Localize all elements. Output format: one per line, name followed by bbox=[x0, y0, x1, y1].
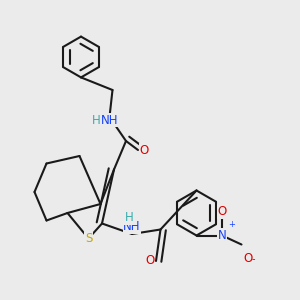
Text: O: O bbox=[243, 252, 252, 265]
Text: H: H bbox=[92, 113, 100, 127]
Text: O: O bbox=[146, 254, 154, 268]
Text: O: O bbox=[218, 205, 226, 218]
Text: -: - bbox=[251, 254, 255, 264]
Text: O: O bbox=[140, 143, 148, 157]
Text: S: S bbox=[85, 232, 92, 245]
Text: NH: NH bbox=[101, 113, 118, 127]
Text: +: + bbox=[229, 220, 236, 229]
Text: NH: NH bbox=[123, 220, 141, 233]
Text: N: N bbox=[218, 229, 226, 242]
Text: H: H bbox=[124, 211, 134, 224]
